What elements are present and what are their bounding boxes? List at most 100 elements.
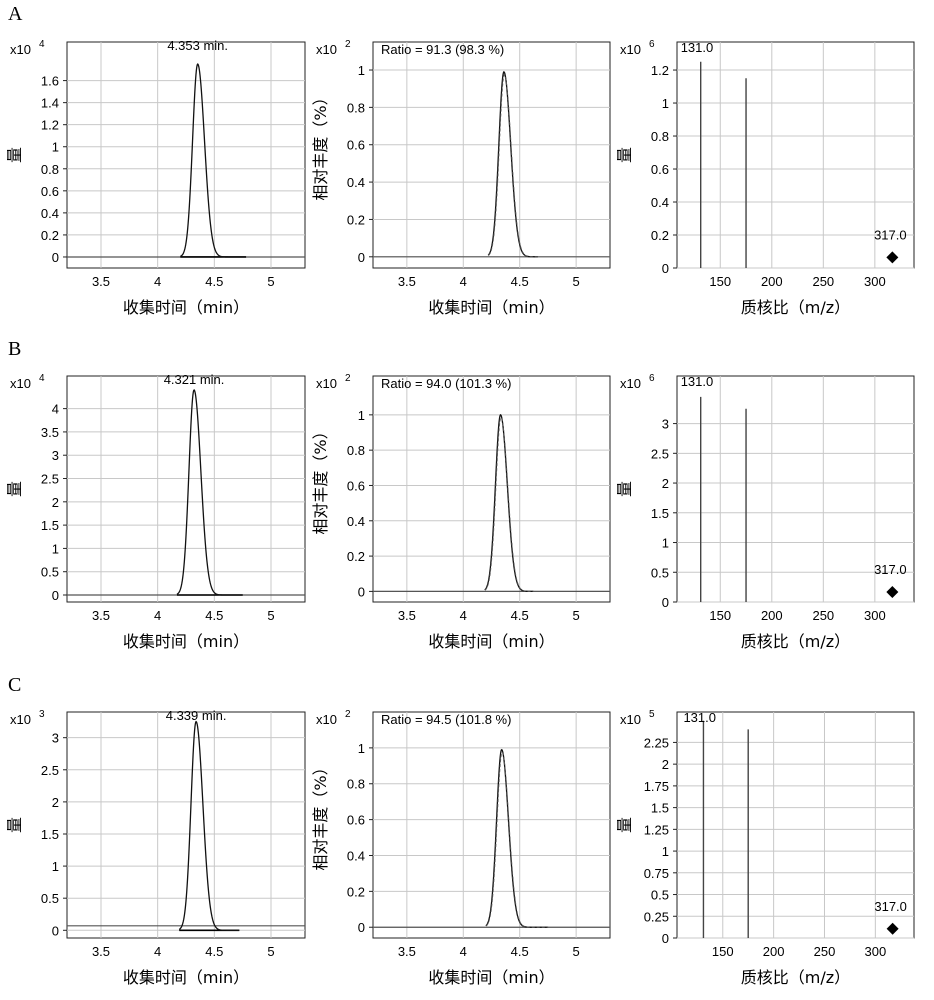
precursor-label: 317.0: [874, 562, 907, 577]
y-tick-label: 1: [662, 536, 669, 551]
axis-multiplier: x10: [620, 712, 641, 727]
x-tick-label: 3.5: [92, 608, 110, 623]
y-tick-label: 0: [52, 588, 59, 603]
chromatogram-plot: 3.5 4 4.5 5 0 0.5 1 1.5 2 2.5 3 3.5 4 x10 4 收集时间（min） 量 4…: [5, 372, 306, 651]
x-tick-label: 200: [763, 944, 785, 959]
y-tick-label: 0.4: [347, 514, 365, 529]
y-tick-label: 1.2: [651, 63, 669, 78]
y-axis-label: 量: [615, 817, 634, 833]
x-tick-label: 4.5: [205, 608, 223, 623]
y-tick-label: 2: [662, 757, 669, 772]
panel-B: B 3.5 4 4.5 5 0 0.5 1 1.5 2 2.5 3 3.5 4 x10 4 收集时间（min） 量…: [5, 338, 915, 651]
x-axis-label: 收集时间（min）: [428, 968, 554, 987]
axis-exponent: 5: [649, 709, 655, 720]
x-tick-label: 300: [864, 608, 886, 623]
x-tick-label: 3.5: [92, 274, 110, 289]
y-tick-label: 0: [662, 595, 669, 610]
x-tick-label: 5: [573, 944, 580, 959]
axis-exponent: 6: [649, 373, 655, 384]
axis-exponent: 2: [345, 39, 351, 50]
axis-exponent: 4: [39, 373, 45, 384]
panel-letter: C: [8, 674, 21, 696]
y-tick-label: 0.4: [651, 195, 669, 210]
y-tick-label: 3: [52, 448, 59, 463]
y-tick-label: 0.5: [41, 565, 59, 580]
x-tick-label: 250: [812, 274, 834, 289]
y-tick-label: 1: [358, 741, 365, 756]
y-tick-label: 1.6: [41, 74, 59, 89]
y-tick-label: 1: [662, 96, 669, 111]
y-tick-label: 0.4: [347, 175, 365, 190]
spectrum-plot: 150 200 250 300 0 0.25 0.5 0.75 1 1.25 1.5 1.75 2 2.2…: [615, 709, 915, 987]
y-tick-label: 0.6: [347, 478, 365, 493]
y-tick-label: 2.25: [644, 735, 669, 750]
y-axis-label: 相对丰度（%）: [311, 89, 330, 200]
axis-multiplier: x10: [316, 376, 337, 391]
x-axis-label: 收集时间（min）: [428, 632, 554, 651]
x-tick-label: 150: [709, 608, 731, 623]
peak-trace: [176, 389, 243, 596]
y-tick-label: 1: [52, 859, 59, 874]
x-tick-label: 4: [460, 274, 467, 289]
x-axis-label: 收集时间（min）: [123, 968, 249, 987]
x-tick-label: 4: [460, 608, 467, 623]
y-tick-label: 2: [662, 476, 669, 491]
y-tick-label: 0: [358, 920, 365, 935]
x-tick-label: 4.5: [205, 944, 223, 959]
x-axis-label: 质核比（m/z）: [741, 632, 850, 651]
precursor-marker: [886, 251, 899, 264]
x-tick-label: 4.5: [511, 944, 529, 959]
plot-frame: [66, 375, 306, 603]
precursor-label: 317.0: [874, 899, 907, 914]
y-tick-label: 0.4: [41, 206, 59, 221]
x-tick-label: 5: [267, 274, 274, 289]
ratio-plot: 3.5 4 4.5 5 0 0.2 0.4 0.6 0.8 1 x10 2 收集时间（min） 相对丰度（…: [311, 709, 611, 987]
y-tick-label: 0.8: [347, 443, 365, 458]
precursor-marker: [886, 922, 899, 935]
y-tick-label: 0.2: [651, 228, 669, 243]
y-tick-label: 0.6: [347, 813, 365, 828]
y-tick-label: 1.25: [644, 822, 669, 837]
y-tick-label: 0.8: [41, 162, 59, 177]
x-axis-label: 收集时间（min）: [428, 298, 554, 317]
x-tick-label: 3.5: [92, 944, 110, 959]
y-tick-label: 0.6: [41, 184, 59, 199]
bar-label: 131.0: [681, 40, 714, 55]
axis-multiplier: x10: [10, 712, 31, 727]
panel-A: A 3.5 4 4.5 5 0 0.2 0.4 0.6 0.8 1 1.2 1.4 1.6 x10 4 收集时间…: [5, 3, 915, 317]
y-tick-label: 2: [52, 495, 59, 510]
spectrum-plot: 150 200 250 300 0 0.5 1 1.5 2 2.5 3 x10 6 质核比（m/z） 量 13…: [615, 373, 915, 651]
y-tick-label: 1.2: [41, 118, 59, 133]
x-axis-label: 收集时间（min）: [123, 632, 249, 651]
ratio-label: Ratio = 94.5 (101.8 %): [381, 712, 511, 727]
peak-trace: [178, 720, 240, 931]
x-tick-label: 4: [460, 944, 467, 959]
y-tick-label: 1.4: [41, 96, 59, 111]
x-tick-label: 4.5: [511, 274, 529, 289]
y-axis-label: 量: [5, 481, 24, 497]
y-tick-label: 1.5: [651, 506, 669, 521]
y-tick-label: 0: [662, 931, 669, 946]
y-tick-label: 1: [52, 541, 59, 556]
y-tick-label: 0: [662, 261, 669, 276]
y-tick-label: 1: [52, 140, 59, 155]
y-tick-label: 0.8: [651, 129, 669, 144]
qualifier-trace: [484, 416, 534, 592]
ratio-trace: [485, 748, 548, 928]
y-tick-label: 0.2: [347, 884, 365, 899]
axis-multiplier: x10: [10, 376, 31, 391]
x-tick-label: 250: [812, 608, 834, 623]
x-tick-label: 4: [154, 608, 161, 623]
y-tick-label: 1.5: [41, 518, 59, 533]
panel-letter: B: [8, 338, 21, 360]
axis-multiplier: x10: [316, 712, 337, 727]
x-tick-label: 4: [154, 944, 161, 959]
y-tick-label: 0.75: [644, 866, 669, 881]
plot-frame: [372, 375, 611, 603]
peak-label: 4.339 min.: [166, 708, 227, 723]
spectrum-plot: 150 200 250 300 0 0.2 0.4 0.6 0.8 1 1.2 x10 6 质核比（m/z…: [615, 39, 915, 317]
y-tick-label: 0.6: [347, 138, 365, 153]
bar-label: 131.0: [681, 374, 714, 389]
qualifier-trace: [488, 74, 539, 258]
